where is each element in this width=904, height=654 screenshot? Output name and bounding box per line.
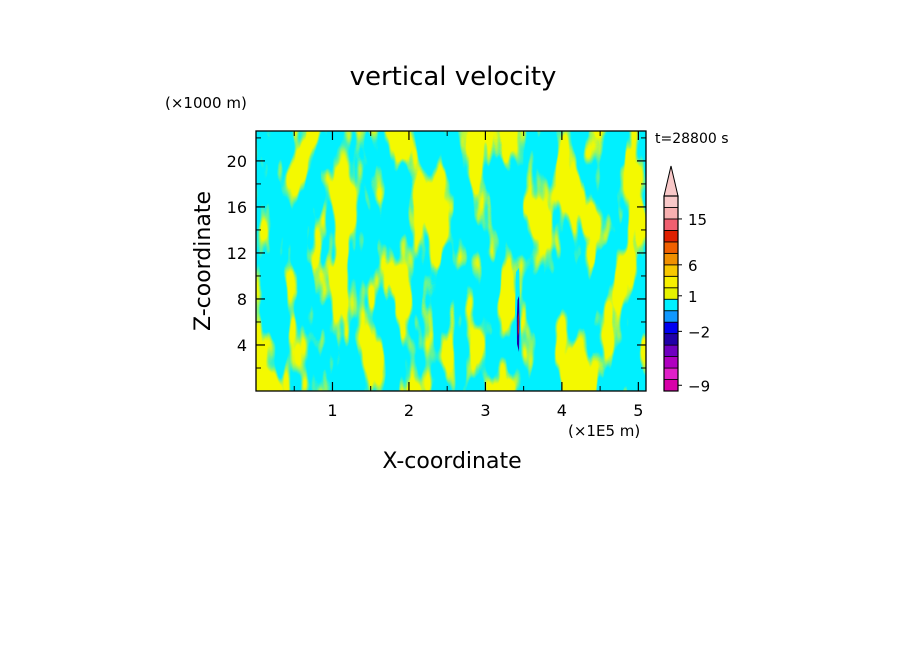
x-axis: 1 2 3 4 5 <box>293 131 643 420</box>
y-unit-label: (×1000 m) <box>165 94 247 112</box>
colorbar-band <box>663 275 679 289</box>
colorbar: 15 6 1 −2 −9 <box>663 165 710 395</box>
colorbar-band <box>663 230 679 243</box>
y-tick-label: 4 <box>237 336 247 355</box>
colorbar-band <box>663 264 679 277</box>
x-tick-label: 4 <box>557 401 567 420</box>
colorbar-band <box>663 287 679 300</box>
colorbar-band <box>663 310 679 323</box>
x-tick-label: 5 <box>633 401 643 420</box>
colorbar-band <box>663 344 679 357</box>
colorbar-frame <box>663 195 679 392</box>
x-unit-label: (×1E5 m) <box>568 422 640 440</box>
colorbar-label: 1 <box>688 288 698 306</box>
colorbar-label: −9 <box>688 377 710 395</box>
x-tick-label: 1 <box>327 401 337 420</box>
y-tick-label: 12 <box>227 244 247 263</box>
y-tick-label: 8 <box>237 290 247 309</box>
y-tick-label: 16 <box>227 198 247 217</box>
colorbar-band <box>663 367 679 380</box>
colorbar-band <box>663 356 679 369</box>
x-tick-label: 3 <box>480 401 490 420</box>
updraft-core <box>515 268 521 372</box>
time-label: t=28800 s <box>655 131 729 147</box>
y-axis-label: Z-coordinate <box>191 191 216 331</box>
colorbar-band <box>663 333 679 346</box>
colorbar-band <box>663 218 679 231</box>
colorbar-band <box>663 321 679 335</box>
x-tick-label: 2 <box>404 401 414 420</box>
colorbar-extension <box>663 165 679 197</box>
colorbar-label: 15 <box>688 211 707 229</box>
colorbar-label: −2 <box>688 323 710 341</box>
colorbar-band <box>663 207 679 220</box>
colorbar-band <box>663 298 679 312</box>
colorbar-band <box>663 252 679 266</box>
chart-title: vertical velocity <box>350 62 557 92</box>
colorbar-band <box>663 379 679 392</box>
plot-frame <box>255 130 647 392</box>
colorbar-band <box>663 195 679 208</box>
x-axis-label: X-coordinate <box>382 449 521 474</box>
y-axis: 4 8 12 16 20 <box>227 137 646 369</box>
field-positive-regions <box>256 131 646 391</box>
y-tick-label: 20 <box>227 152 247 171</box>
colorbar-band <box>663 241 679 254</box>
colorbar-label: 6 <box>688 257 698 275</box>
